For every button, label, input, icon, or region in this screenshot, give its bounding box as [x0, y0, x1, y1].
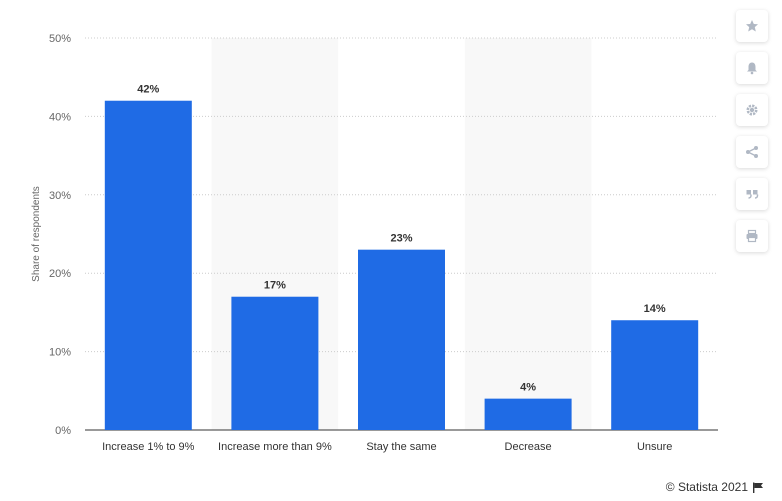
x-tick-label: Stay the same: [366, 441, 436, 453]
quote-icon: [746, 190, 759, 199]
x-tick-label: Increase more than 9%: [218, 441, 332, 453]
notification-button[interactable]: [736, 52, 768, 84]
y-tick-label: 50%: [49, 33, 71, 45]
favorite-button[interactable]: [736, 10, 768, 42]
share-button[interactable]: [736, 136, 768, 168]
star-icon: [746, 20, 758, 32]
statista-credit[interactable]: © Statista 2021: [666, 480, 764, 494]
bar: [358, 249, 445, 430]
x-tick-label: Unsure: [637, 441, 672, 453]
chart-toolbar: [736, 10, 770, 262]
y-tick-label: 40%: [49, 111, 71, 123]
bar: [484, 398, 572, 430]
settings-button[interactable]: [736, 94, 768, 126]
x-tick-label: Increase 1% to 9%: [102, 441, 195, 453]
y-tick-label: 10%: [49, 347, 71, 359]
share-icon: [746, 146, 758, 158]
bell-icon: [747, 62, 757, 75]
data-label: 23%: [390, 233, 412, 245]
cite-button[interactable]: [736, 178, 768, 210]
data-label: 17%: [264, 280, 286, 292]
y-tick-label: 0%: [55, 425, 71, 437]
y-tick-label: 20%: [49, 268, 71, 280]
y-tick-label: 30%: [49, 190, 71, 202]
data-label: 42%: [137, 84, 159, 96]
data-label: 4%: [520, 382, 536, 394]
background-band: [464, 38, 592, 430]
print-button[interactable]: [736, 220, 768, 252]
y-axis-label: Share of respondents: [31, 186, 42, 282]
bar: [231, 296, 319, 430]
flag-icon: [753, 482, 763, 493]
bar: [611, 320, 699, 430]
credit-text: © Statista 2021: [665, 480, 748, 494]
bar: [104, 100, 192, 430]
x-tick-label: Decrease: [505, 441, 552, 453]
gear-icon: [746, 104, 758, 116]
data-label: 14%: [644, 303, 666, 315]
print-icon: [746, 229, 758, 243]
